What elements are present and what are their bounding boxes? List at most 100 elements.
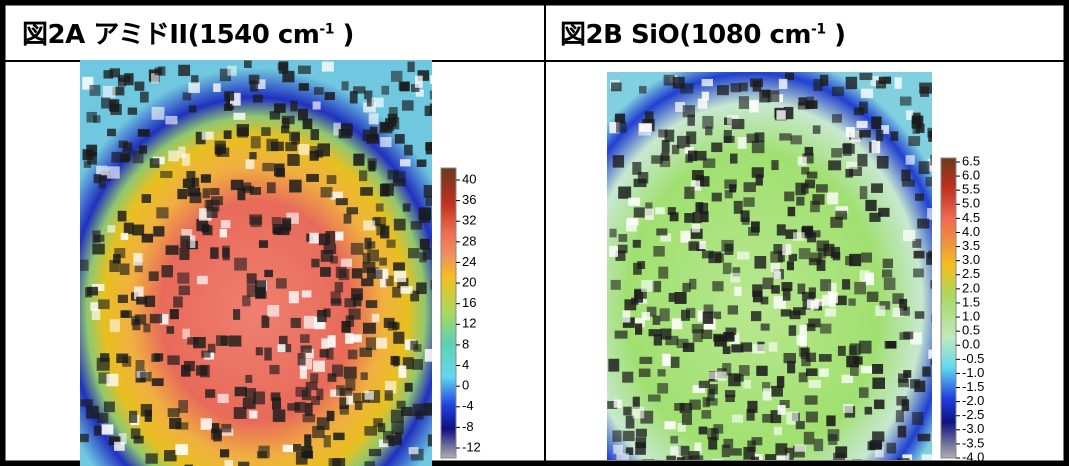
texture-pixel: [875, 129, 884, 142]
texture-pixel: [901, 179, 915, 187]
texture-pixel: [381, 85, 390, 95]
texture-pixel: [797, 156, 807, 166]
texture-pixel: [133, 253, 143, 266]
texture-pixel: [417, 70, 430, 81]
colorbar-tick-label: -2.0: [962, 393, 984, 408]
texture-pixel: [771, 285, 780, 294]
texture-pixel: [230, 92, 241, 106]
texture-pixel: [244, 388, 257, 399]
texture-pixel: [384, 380, 397, 394]
texture-pixel: [701, 78, 713, 87]
texture-pixel: [310, 373, 319, 383]
texture-pixel: [682, 282, 691, 292]
texture-pixel: [175, 444, 189, 456]
texture-pixel: [697, 98, 708, 109]
texture-pixel: [850, 364, 859, 376]
texture-pixel: [911, 118, 922, 129]
texture-pixel: [245, 374, 253, 383]
texture-pixel: [638, 123, 651, 136]
texture-pixel: [325, 230, 336, 244]
texture-pixel: [800, 347, 810, 359]
texture-pixel: [311, 258, 320, 268]
texture-pixel: [671, 144, 680, 155]
texture-pixel: [901, 399, 910, 412]
texture-pixel: [211, 423, 220, 434]
texture-pixel: [222, 248, 230, 261]
texture-pixel: [123, 222, 134, 235]
texture-pixel: [213, 83, 221, 93]
texture-pixel: [333, 432, 345, 441]
texture-pixel: [109, 99, 120, 112]
texture-pixel: [614, 330, 628, 339]
texture-pixel: [816, 184, 828, 193]
texture-pixel: [121, 310, 130, 318]
texture-pixel: [752, 284, 763, 297]
texture-pixel: [248, 74, 260, 85]
texture-pixel: [678, 445, 690, 456]
texture-pixel: [805, 368, 818, 377]
texture-pixel: [237, 188, 246, 201]
texture-pixel: [365, 300, 378, 308]
texture-pixel: [312, 101, 321, 110]
texture-pixel: [926, 252, 932, 265]
texture-pixel: [366, 267, 380, 279]
texture-pixel: [89, 84, 101, 96]
texture-pixel: [287, 153, 300, 166]
heatmap-texture: [607, 72, 932, 460]
texture-pixel: [195, 131, 206, 145]
texture-pixel: [835, 206, 849, 214]
texture-pixel: [80, 399, 93, 407]
texture-pixel: [114, 248, 126, 259]
texture-pixel: [670, 446, 681, 457]
texture-pixel: [202, 188, 210, 199]
texture-pixel: [353, 86, 366, 94]
texture-pixel: [86, 111, 97, 123]
texture-pixel: [169, 309, 179, 320]
texture-pixel: [188, 82, 200, 93]
title-text: ): [333, 20, 355, 50]
texture-pixel: [414, 75, 423, 88]
texture-pixel: [369, 126, 378, 140]
colorbar-tick-label: 4.5: [962, 210, 980, 225]
texture-pixel: [227, 65, 237, 76]
texture-pixel: [681, 309, 690, 321]
texture-pixel: [734, 286, 742, 296]
texture-pixel: [734, 374, 744, 382]
texture-pixel: [634, 317, 645, 328]
texture-pixel: [730, 83, 742, 93]
texture-pixel: [134, 81, 145, 91]
texture-pixel: [320, 249, 334, 262]
texture-pixel: [200, 418, 212, 430]
texture-pixel: [427, 434, 432, 447]
texture-pixel: [797, 283, 806, 295]
texture-pixel: [807, 299, 819, 309]
texture-pixel: [254, 280, 267, 293]
texture-pixel: [243, 60, 252, 68]
texture-pixel: [930, 280, 932, 289]
texture-pixel: [408, 248, 420, 259]
texture-pixel: [731, 118, 745, 130]
texture-pixel: [725, 390, 736, 398]
texture-pixel: [804, 146, 814, 156]
texture-pixel: [228, 335, 242, 347]
texture-pixel: [382, 430, 394, 444]
texture-pixel: [419, 238, 430, 250]
texture-pixel: [327, 335, 336, 348]
texture-pixel: [103, 401, 115, 413]
texture-pixel: [93, 234, 105, 242]
texture-pixel: [801, 183, 809, 194]
texture-pixel: [145, 453, 158, 464]
texture-pixel: [80, 433, 89, 443]
texture-pixel: [614, 113, 626, 124]
texture-pixel: [723, 130, 732, 143]
texture-pixel: [845, 168, 854, 178]
texture-pixel: [802, 291, 815, 301]
texture-pixel: [796, 335, 807, 346]
texture-pixel: [881, 125, 889, 135]
texture-pixel: [96, 165, 108, 176]
texture-pixel: [641, 280, 654, 292]
texture-pixel: [700, 211, 709, 223]
texture-pixel: [429, 90, 432, 100]
title-text: 図2A アミドII(1540 cm: [22, 20, 320, 50]
texture-pixel: [713, 333, 723, 342]
